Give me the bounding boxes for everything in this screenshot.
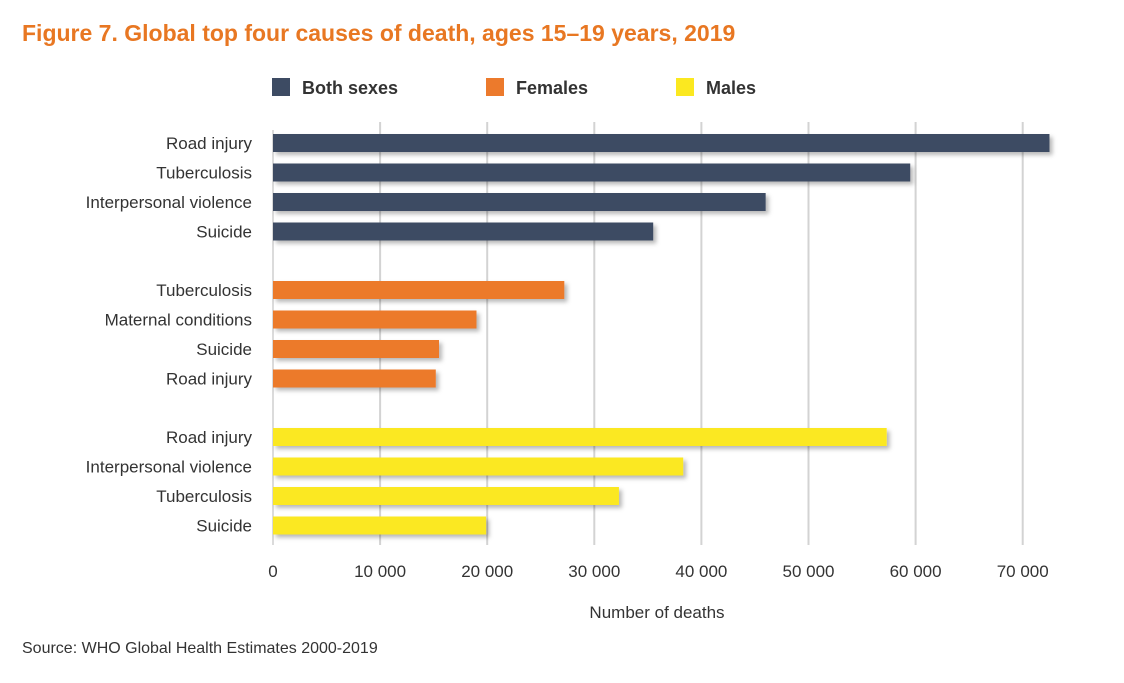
category-label: Road injury — [166, 370, 252, 389]
x-axis-title: Number of deaths — [589, 603, 724, 622]
bar — [273, 369, 436, 388]
legend-label: Males — [706, 78, 756, 98]
category-label: Maternal conditions — [105, 311, 252, 330]
bar — [273, 340, 440, 358]
bar — [273, 134, 1050, 152]
legend-label: Females — [516, 78, 588, 98]
bars — [273, 134, 1050, 535]
bar — [273, 222, 654, 241]
x-tick-label: 30 000 — [568, 562, 620, 581]
bar — [273, 281, 565, 299]
category-label: Tuberculosis — [156, 487, 252, 506]
x-tick-label: 40 000 — [675, 562, 727, 581]
category-label: Tuberculosis — [156, 164, 252, 183]
bar — [273, 428, 887, 446]
legend-swatch — [272, 78, 290, 96]
category-label: Road injury — [166, 134, 252, 153]
legend-swatch — [676, 78, 694, 96]
x-tick-label: 20 000 — [461, 562, 513, 581]
category-label: Road injury — [166, 428, 252, 447]
category-label: Suicide — [196, 517, 252, 536]
gridlines — [272, 122, 1024, 545]
source-note: Source: WHO Global Health Estimates 2000… — [22, 640, 378, 657]
category-label: Suicide — [196, 340, 252, 359]
bar — [273, 516, 487, 535]
category-label: Interpersonal violence — [86, 193, 252, 212]
legend-swatch — [486, 78, 504, 96]
category-label: Suicide — [196, 223, 252, 242]
legend-label: Both sexes — [302, 78, 398, 98]
x-tick-label: 10 000 — [354, 562, 406, 581]
category-label: Interpersonal violence — [86, 458, 252, 477]
bar — [273, 310, 477, 329]
category-label: Tuberculosis — [156, 281, 252, 300]
bar — [273, 163, 911, 182]
x-tick-label: 70 000 — [997, 562, 1049, 581]
bar — [273, 487, 619, 505]
bar — [273, 457, 684, 476]
chart-title: Figure 7. Global top four causes of deat… — [22, 20, 736, 46]
legend: Both sexes Females Males — [272, 78, 756, 98]
x-tick-label: 0 — [268, 562, 277, 581]
category-labels: Road injury Tuberculosis Interpersonal vio… — [86, 134, 253, 536]
x-axis-ticks: 0 10 000 20 000 30 000 40 000 50 000 60 000 70 … — [268, 562, 1048, 581]
bar — [273, 193, 766, 211]
x-tick-label: 50 000 — [783, 562, 835, 581]
x-tick-label: 60 000 — [890, 562, 942, 581]
